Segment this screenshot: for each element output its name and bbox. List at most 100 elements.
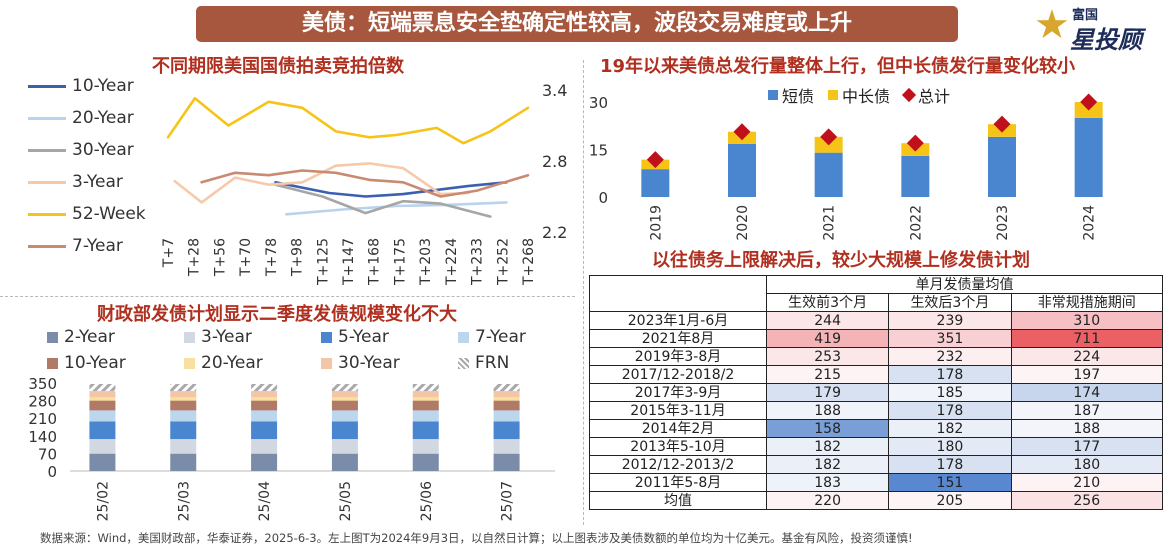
- x-tick-label: 25/05: [338, 481, 354, 521]
- bar-segment-frn: [251, 384, 278, 392]
- legend-label: 30-Year: [72, 140, 134, 160]
- x-tick-label: T+268: [521, 238, 537, 286]
- table-cell: 178: [888, 455, 1012, 474]
- table-cell: 178: [888, 401, 1012, 420]
- bar-segment-10-year: [412, 400, 439, 411]
- table-row-label: 2023年1月-6月: [589, 311, 767, 330]
- table-cell: 179: [765, 383, 890, 402]
- table-row: 2012/12-2013/2 182 178 180: [589, 455, 1164, 474]
- legend-item: FRN: [458, 353, 509, 373]
- legend-item: 10-Year: [28, 76, 134, 96]
- bar-segment-10-year: [493, 400, 520, 411]
- legend-swatch: [28, 116, 66, 120]
- bar-segment-10-year: [89, 400, 116, 411]
- table-row-label: 2015年3-11月: [589, 401, 767, 420]
- table-cell: 239: [888, 311, 1012, 330]
- bar-segment-20-year: [89, 397, 116, 401]
- x-tick-label: 2019: [648, 205, 664, 241]
- legend-item: 总计: [901, 83, 951, 107]
- x-tick-label: T+56: [212, 238, 228, 277]
- bar-segment-frn: [493, 384, 520, 392]
- bar-segment-7-year: [89, 410, 116, 422]
- bar-segment-3-year: [331, 439, 358, 454]
- chart1-line-chart: T+7 T+28 T+56 T+70 T+78 T+98 T+125 T+147 T+168 T+…: [161, 81, 567, 286]
- table-cell: 188: [765, 401, 890, 420]
- table-cell: 180: [1010, 455, 1164, 474]
- table-header-row: 单月发债量均值: [589, 275, 1163, 312]
- table-cell: 351: [888, 329, 1012, 348]
- table-cell: 177: [1010, 437, 1164, 456]
- table-row: 2013年5-10月 182 180 177: [589, 437, 1164, 456]
- legend-swatch: [768, 90, 778, 100]
- table-cell: 310: [1010, 311, 1164, 330]
- bar-segment-7-year: [170, 410, 197, 422]
- legend-swatch: [321, 357, 332, 369]
- table-cell: 419: [765, 329, 890, 348]
- table-cell: 244: [765, 311, 890, 330]
- bar-segment-frn: [412, 384, 439, 392]
- legend-swatch: [184, 357, 195, 369]
- table-row-label: 2014年2月: [589, 419, 767, 438]
- table-row: 2023年1月-6月 244 239 310: [589, 311, 1164, 330]
- table-cell: 215: [765, 365, 890, 384]
- logo-line2: 星投顾: [1070, 26, 1142, 54]
- y-tick-label: 2.8: [542, 152, 567, 171]
- bar-segment-5-year: [331, 421, 358, 440]
- legend-item: 52-Week: [28, 204, 146, 224]
- legend-item: 5-Year: [321, 327, 389, 347]
- legend-swatch: [321, 331, 332, 343]
- bar-segment-7-year: [412, 410, 439, 422]
- legend-swatch: [458, 357, 469, 369]
- x-tick-label: 25/06: [419, 481, 435, 521]
- legend-item: 20-Year: [184, 353, 263, 373]
- x-tick-label: 25/03: [176, 481, 192, 521]
- legend-label: 7-Year: [475, 327, 526, 347]
- source-note: 数据来源：Wind，美国财政部，华泰证券，2025-6-3。左上图T为2024年…: [40, 531, 913, 545]
- bar-segment-3-year: [170, 439, 197, 454]
- table-row: 2017年3-9月 179 185 174: [589, 383, 1164, 402]
- bar-segment-7-year: [251, 410, 278, 422]
- y-tick-label: 0: [47, 463, 57, 481]
- legend-label: 总计: [918, 87, 951, 106]
- x-tick-label: 2021: [822, 205, 838, 241]
- legend-swatch: [28, 180, 66, 184]
- table-row-label: 2013年5-10月: [589, 437, 767, 456]
- series-line-3-year: [173, 162, 471, 204]
- legend-label: 10-Year: [64, 353, 126, 373]
- table-cell: 182: [765, 437, 890, 456]
- y-tick-label: 280: [28, 393, 57, 411]
- bar-segment-frn: [331, 384, 358, 392]
- x-tick-label: 2020: [735, 205, 751, 241]
- bar-short-debt: [1074, 117, 1103, 197]
- legend-label: 5-Year: [338, 327, 389, 347]
- bar-segment-20-year: [412, 397, 439, 401]
- x-tick-label: T+175: [392, 238, 408, 286]
- x-tick-label: T+78: [264, 238, 280, 277]
- table-cell: 188: [1010, 419, 1164, 438]
- bar-segment-5-year: [412, 421, 439, 440]
- bar-segment-3-year: [89, 439, 116, 454]
- x-tick-label: 2023: [995, 205, 1011, 241]
- bar-segment-30-year: [251, 391, 278, 398]
- y-tick-label: 0: [598, 189, 608, 207]
- debt-issuance-table: 单月发债量均值 生效前3个月 生效后3个月 非常规措施期间 2023年1月-6月 244 2…: [589, 275, 1164, 510]
- series-line-30-year: [274, 183, 492, 218]
- table-cell: 174: [1010, 383, 1164, 402]
- table-row: 2017/12-2018/2 215 178 197: [589, 365, 1164, 384]
- table-cell: 182: [765, 455, 890, 474]
- chart2-title: 19年以来美债总发行量整体上行，但中长债发行量变化较小: [600, 56, 1076, 77]
- legend-item: 10-Year: [47, 353, 126, 373]
- y-tick-label: 140: [28, 428, 57, 446]
- bar-segment-5-year: [493, 421, 520, 440]
- table-group-header: 单月发债量均值: [766, 275, 1163, 294]
- legend-item: 30-Year: [28, 140, 134, 160]
- table-row-label: 均值: [589, 491, 767, 510]
- table-row-label: 2011年5-8月: [589, 473, 767, 492]
- table-cell: 178: [888, 365, 1012, 384]
- bar-segment-30-year: [412, 391, 439, 398]
- table-row-label: 2012/12-2013/2: [589, 455, 767, 474]
- x-tick-label: T+70: [238, 238, 254, 277]
- bar-segment-2-year: [331, 453, 358, 471]
- x-tick-label: 25/04: [257, 481, 273, 521]
- table-cell: 711: [1010, 329, 1164, 348]
